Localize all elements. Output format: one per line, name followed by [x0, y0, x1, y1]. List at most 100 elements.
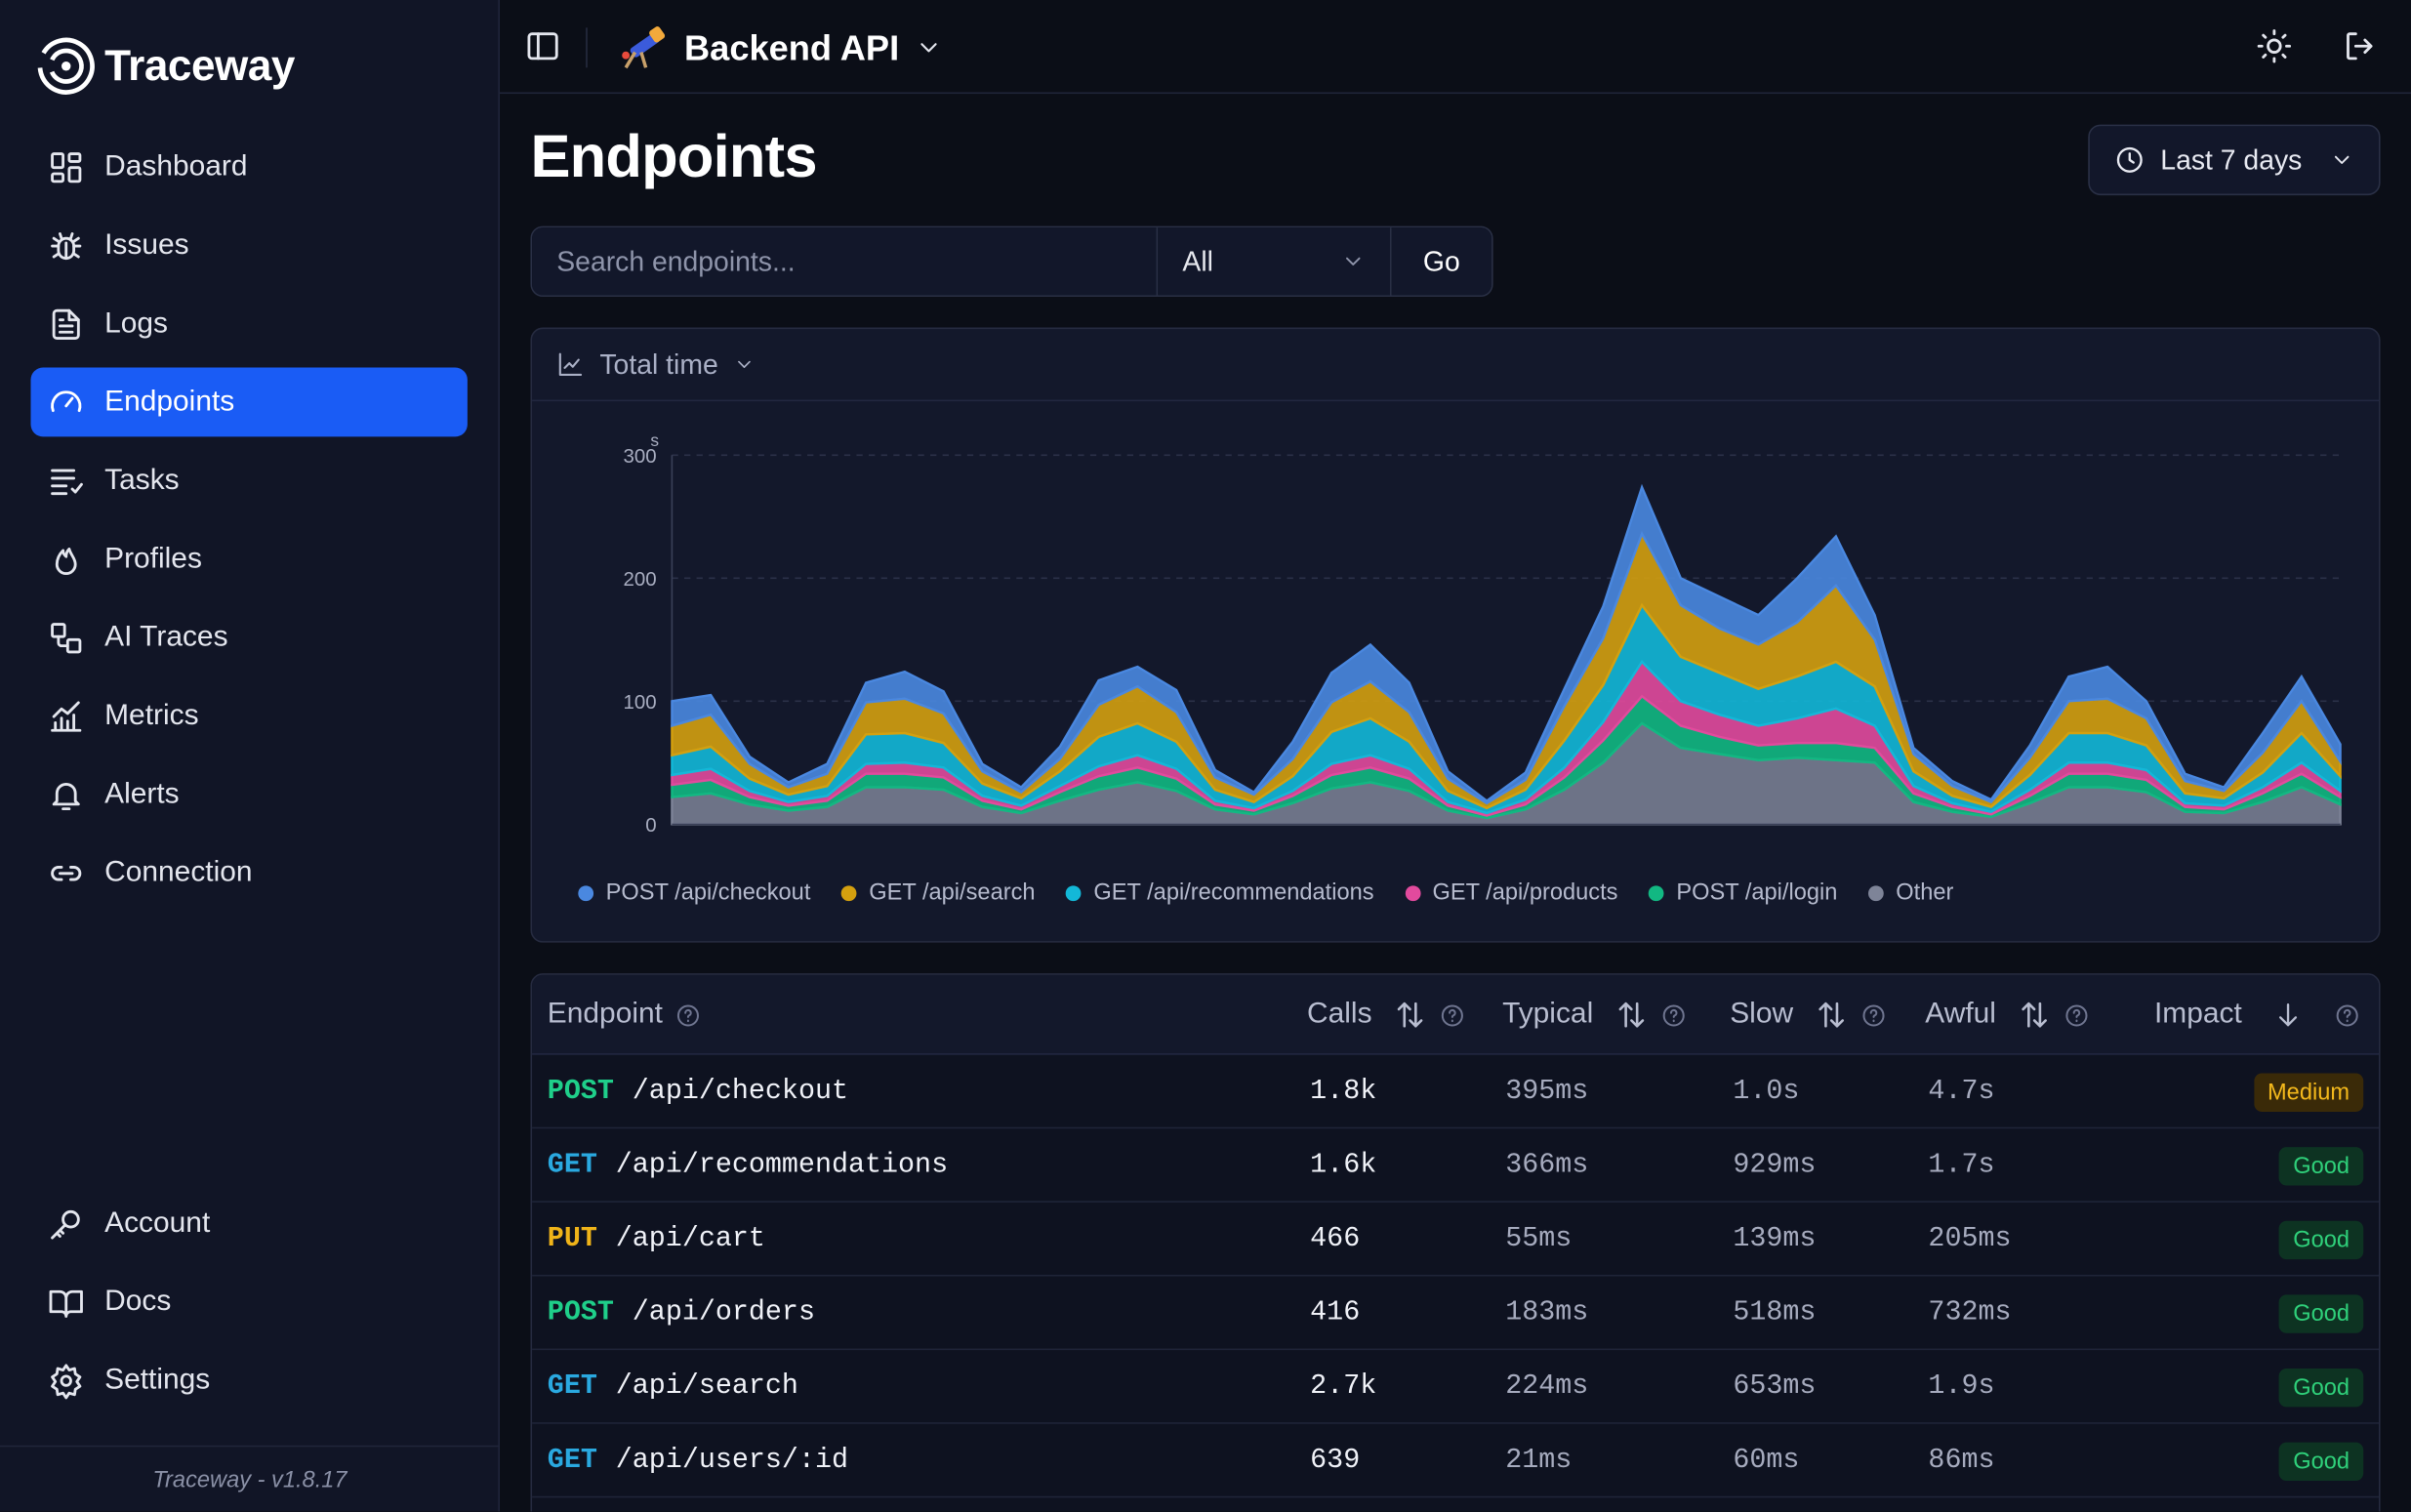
app-logo[interactable]: Traceway	[34, 34, 295, 99]
sort-icon[interactable]	[1394, 998, 1428, 1032]
sidebar-item-issues[interactable]: Issues	[31, 211, 468, 280]
sidebar-item-connection[interactable]: Connection	[31, 838, 468, 908]
sidebar-item-ai-traces[interactable]: AI Traces	[31, 603, 468, 673]
sidebar-item-label: Account	[104, 1206, 211, 1239]
column-header-endpoint[interactable]: Endpoint	[548, 975, 702, 1055]
http-method: GET	[547, 1445, 597, 1477]
sort-icon[interactable]	[1614, 998, 1649, 1032]
endpoint-path: /api/checkout	[632, 1076, 849, 1108]
workflow-icon	[51, 622, 82, 653]
legend-item-other[interactable]: Other	[1867, 879, 1953, 906]
calls-cell: 639	[1310, 1445, 1361, 1477]
y-axis-unit: s	[650, 430, 659, 450]
sidebar-item-profiles[interactable]: Profiles	[31, 524, 468, 593]
table-row[interactable]: PUT/api/cart 466 55ms 139ms 205ms Good	[532, 1203, 2379, 1277]
sort-icon[interactable]	[1815, 998, 1849, 1032]
awful-cell: 86ms	[1928, 1445, 1995, 1477]
sidebar-item-label: Settings	[104, 1363, 211, 1396]
top-bar: Backend API	[499, 0, 2411, 95]
legend-item-search[interactable]: GET /api/search	[840, 879, 1036, 906]
help-icon[interactable]	[1440, 1001, 1466, 1028]
table-row[interactable]: GET/api/search 2.7k 224ms 653ms 1.9s Good	[532, 1350, 2379, 1424]
help-icon[interactable]	[2334, 1001, 2360, 1028]
book-icon	[49, 1289, 83, 1318]
legend-item-checkout[interactable]: POST /api/checkout	[578, 879, 810, 906]
sidebar-item-logs[interactable]: Logs	[31, 289, 468, 358]
legend-item-recommendations[interactable]: GET /api/recommendations	[1066, 879, 1374, 906]
sidebar-item-docs[interactable]: Docs	[31, 1267, 468, 1336]
chevron-down-icon	[738, 360, 751, 368]
logout-icon[interactable]	[2342, 27, 2379, 64]
sidebar-item-metrics[interactable]: Metrics	[31, 681, 468, 751]
column-header-calls[interactable]: Calls	[1307, 975, 1466, 1055]
sidebar-item-account[interactable]: Account	[31, 1189, 468, 1258]
main-content: Endpoints Last 7 days All Go Total time …	[500, 94, 2411, 1512]
chart-icon	[51, 700, 82, 731]
impact-badge: Good	[2279, 1147, 2364, 1186]
endpoint-cell: GET/api/recommendations	[548, 1128, 948, 1203]
traceway-logo-icon	[37, 37, 95, 95]
column-header-impact[interactable]: Impact	[2154, 975, 2360, 1055]
sidebar-item-settings[interactable]: Settings	[31, 1345, 468, 1414]
theme-toggle-sun-icon[interactable]	[2256, 27, 2293, 64]
awful-cell: 732ms	[1928, 1297, 2012, 1329]
chart-metric-dropdown[interactable]: Total time	[532, 329, 2379, 402]
sidebar-item-endpoints[interactable]: Endpoints	[30, 367, 468, 437]
sort-icon[interactable]	[2018, 998, 2052, 1032]
legend-item-login[interactable]: POST /api/login	[1648, 879, 1837, 906]
sidebar-item-dashboard[interactable]: Dashboard	[31, 132, 468, 201]
legend-dot	[1405, 884, 1420, 901]
area-post-checkout[interactable]	[671, 483, 2342, 805]
chevron-down-icon	[2334, 155, 2350, 164]
gauge-icon	[51, 389, 82, 412]
table-row[interactable]: POST/api/checkout 1.8k 395ms 1.0s 4.7s Medium	[532, 1055, 2379, 1129]
slow-cell: 139ms	[1733, 1223, 1817, 1255]
table-row[interactable]: POST/api/orders 416 183ms 518ms 732ms Good	[532, 1276, 2379, 1351]
help-icon[interactable]	[2064, 1001, 2090, 1028]
column-label: Impact	[2153, 998, 2242, 1031]
sidebar-item-label: Metrics	[104, 698, 199, 732]
project-name: Backend API	[684, 26, 900, 67]
app-name: Traceway	[104, 41, 295, 90]
awful-cell: 205ms	[1928, 1223, 2012, 1255]
legend-item-products[interactable]: GET /api/products	[1405, 879, 1617, 906]
legend-label: GET /api/search	[869, 879, 1036, 906]
typical-cell: 21ms	[1505, 1445, 1573, 1477]
column-header-typical[interactable]: Typical	[1502, 975, 1687, 1055]
help-icon[interactable]	[1860, 1001, 1887, 1028]
legend-dot	[1648, 884, 1664, 901]
y-tick-label: 100	[623, 691, 656, 714]
column-header-slow[interactable]: Slow	[1730, 975, 1887, 1055]
project-switcher[interactable]: Backend API	[617, 19, 943, 77]
table-row[interactable]: GET/api/recommendations 1.6k 366ms 929ms 1.7…	[532, 1128, 2379, 1203]
column-header-awful[interactable]: Awful	[1925, 975, 2090, 1055]
sidebar-item-label: Docs	[104, 1285, 172, 1318]
table-row[interactable]: GET/api/users/:id 639 21ms 60ms 86ms Good	[532, 1424, 2379, 1498]
method-filter-select[interactable]: All	[1158, 227, 1392, 296]
help-icon[interactable]	[1661, 1001, 1688, 1028]
go-button[interactable]: Go	[1391, 227, 1492, 296]
legend-dot	[578, 884, 594, 901]
y-tick-label: 300	[623, 445, 656, 468]
table-body: POST/api/checkout 1.8k 395ms 1.0s 4.7s Medium…	[532, 1055, 2379, 1498]
column-label: Awful	[1925, 998, 1996, 1031]
sort-desc-icon[interactable]	[2272, 1000, 2304, 1031]
sidebar-item-label: Issues	[104, 227, 189, 262]
help-icon[interactable]	[675, 1001, 702, 1028]
sidebar-toggle-icon[interactable]	[524, 27, 561, 64]
sidebar-item-alerts[interactable]: Alerts	[31, 759, 468, 829]
http-method: POST	[547, 1076, 614, 1108]
typical-cell: 55ms	[1505, 1223, 1573, 1255]
sidebar-bottom-nav: Account Docs Settings	[31, 1189, 468, 1424]
line-chart-icon	[558, 352, 583, 377]
impact-badge: Medium	[2253, 1073, 2364, 1112]
sidebar-item-label: Endpoints	[104, 385, 235, 418]
gear-icon	[51, 1363, 82, 1399]
sidebar-item-tasks[interactable]: Tasks	[31, 446, 468, 515]
chevron-down-icon	[919, 43, 937, 53]
time-range-dropdown[interactable]: Last 7 days	[2088, 124, 2381, 196]
filter-value: All	[1182, 245, 1213, 276]
search-input[interactable]	[532, 227, 1159, 296]
endpoint-cell: GET/api/search	[548, 1350, 798, 1424]
